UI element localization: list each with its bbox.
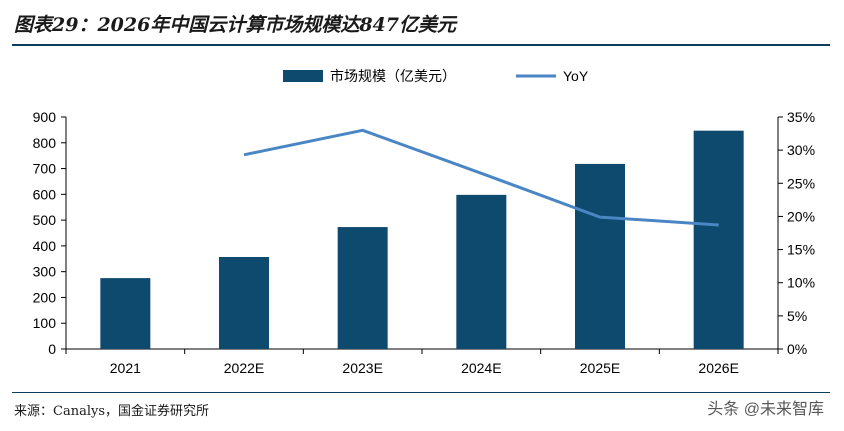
y-right-tick-label: 5% (787, 308, 807, 324)
x-tick-label: 2024E (461, 360, 501, 376)
y-right-tick-label: 20% (787, 208, 815, 224)
x-tick-labels: 2021 2022E 2023E 2024E 2025E 2026E (110, 360, 739, 376)
source-note: 来源：Canalys，国金证券研究所 (14, 404, 209, 419)
y-right-tick-labels: 0% 5% 10% 15% 20% 25% 30% 35% (787, 109, 815, 357)
y-left-tick-labels: 0 100 200 300 400 500 600 700 800 900 (33, 109, 57, 357)
bar (693, 130, 744, 349)
figure-title: 图表29：2026年中国云计算市场规模达847亿美元 (14, 14, 456, 36)
legend: 市场规模（亿美元） YoY (283, 68, 589, 84)
x-tick-label: 2023E (342, 360, 382, 376)
yoy-line (243, 128, 719, 227)
bar (456, 194, 507, 349)
watermark: 头条 @未来智库 (707, 401, 824, 418)
y-left-tick-label: 200 (33, 289, 57, 305)
y-right-tick-label: 15% (787, 242, 815, 258)
bars (100, 130, 744, 349)
axes (61, 116, 783, 354)
legend-bar-label: 市场规模（亿美元） (330, 68, 456, 84)
y-left-tick-label: 500 (33, 212, 57, 228)
y-left-tick-label: 600 (33, 186, 57, 202)
legend-line-label: YoY (563, 68, 589, 84)
bar (100, 278, 151, 349)
yoy-series-line (243, 128, 719, 227)
x-tick-label: 2025E (580, 360, 620, 376)
x-tick-label: 2021 (110, 360, 141, 376)
y-left-tick-label: 300 (33, 264, 57, 280)
y-right-tick-label: 25% (787, 175, 815, 191)
y-right-tick-label: 30% (787, 142, 815, 158)
y-left-tick-label: 400 (33, 238, 57, 254)
bar (575, 163, 625, 349)
x-tick-label: 2026E (698, 360, 738, 376)
y-right-tick-label: 0% (787, 341, 807, 357)
y-right-tick-label: 10% (787, 275, 815, 291)
y-left-tick-label: 100 (33, 315, 57, 331)
y-left-tick-label: 800 (33, 135, 57, 151)
y-left-tick-label: 0 (48, 341, 56, 357)
bar (337, 227, 388, 349)
title-rule (12, 44, 830, 46)
y-left-tick-label: 900 (33, 109, 57, 125)
y-left-tick-label: 700 (33, 161, 57, 177)
footer-rule (12, 392, 830, 393)
y-right-tick-label: 35% (787, 109, 815, 125)
x-tick-label: 2022E (224, 360, 264, 376)
legend-bar-swatch (283, 70, 323, 82)
bar (219, 256, 269, 349)
